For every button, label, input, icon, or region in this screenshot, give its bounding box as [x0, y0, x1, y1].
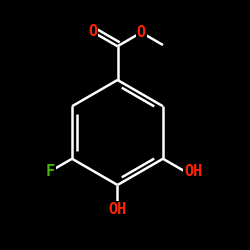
Text: OH: OH	[184, 164, 203, 179]
Text: F: F	[46, 164, 55, 179]
Text: O: O	[88, 24, 97, 40]
Text: O: O	[137, 25, 146, 40]
Text: OH: OH	[108, 202, 126, 218]
